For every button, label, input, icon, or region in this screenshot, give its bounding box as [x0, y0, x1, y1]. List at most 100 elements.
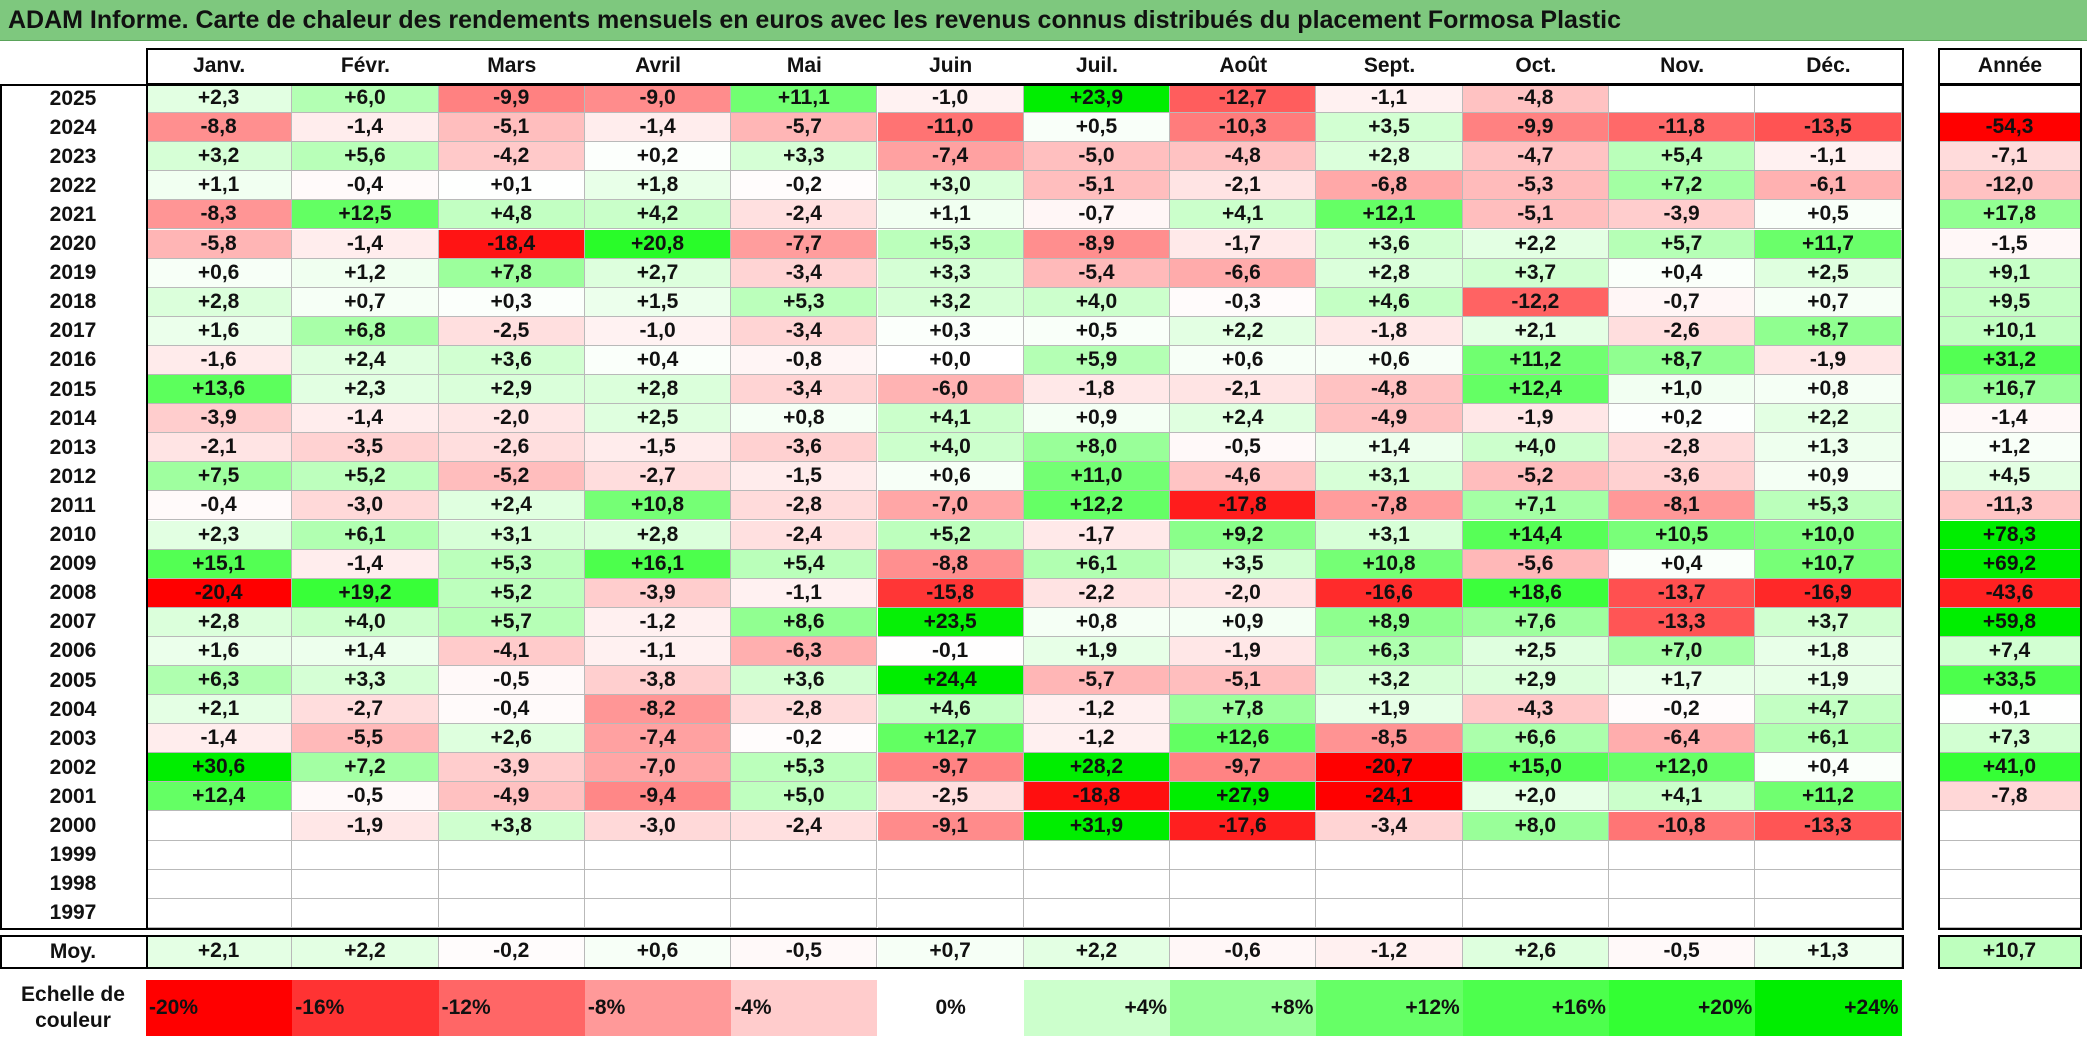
heatmap-cell: [292, 869, 439, 899]
heatmap-cell: +11,7: [1755, 229, 1902, 259]
heatmap-cell: +10,0: [1755, 520, 1902, 550]
heatmap-cell: +3,7: [1755, 607, 1902, 637]
heatmap-cell: +3,6: [438, 345, 585, 375]
annual-cell: [1938, 840, 2082, 870]
heatmap-cell: -0,4: [292, 171, 439, 201]
year-label: 2000: [49, 814, 97, 838]
heatmap-cell: +3,0: [877, 171, 1024, 201]
heatmap-cell: -3,0: [292, 491, 439, 521]
heatmap-cell: +8,0: [1462, 811, 1609, 841]
heatmap-cell: -6,4: [1609, 724, 1756, 754]
heatmap-cell: +0,6: [1170, 345, 1317, 375]
heatmap-cell: [731, 869, 878, 899]
heatmap-cell: -4,8: [1170, 142, 1317, 172]
heatmap-cell: [1609, 898, 1756, 928]
heatmap-cell: +10,8: [1316, 549, 1463, 579]
heatmap-cell: +2,8: [146, 287, 293, 317]
average-cell: +2,6: [1462, 935, 1609, 968]
heatmap-cell: [1755, 869, 1902, 899]
month-header: Janv.: [193, 54, 246, 77]
heatmap-cell: +2,1: [146, 695, 293, 725]
heatmap-cell: [146, 898, 293, 928]
annual-cell: [1938, 869, 2082, 899]
heatmap-cell: +8,7: [1609, 345, 1756, 375]
heatmap-cell: -2,1: [1170, 375, 1317, 405]
heatmap-cell: -5,1: [1170, 666, 1317, 696]
heatmap-cell: [584, 840, 732, 870]
heatmap-cell: +12,5: [292, 200, 439, 230]
heatmap-cell: -0,5: [438, 666, 585, 696]
heatmap-cell: -0,8: [731, 345, 878, 375]
heatmap-cell: -4,2: [438, 142, 585, 172]
heatmap-cell: +8,6: [731, 607, 878, 637]
heatmap-cell: +0,6: [146, 258, 293, 288]
heatmap-cell: +4,1: [1609, 782, 1756, 812]
heatmap-cell: +4,0: [292, 607, 439, 637]
heatmap-cell: -8,3: [146, 200, 293, 230]
average-cell: +2,1: [146, 935, 293, 968]
heatmap-cell: +0,8: [1755, 375, 1902, 405]
heatmap-cell: +2,8: [1316, 142, 1463, 172]
heatmap-cell: -5,1: [1462, 200, 1609, 230]
heatmap-cell: +0,9: [1023, 404, 1171, 434]
heatmap-cell: -3,9: [146, 404, 293, 434]
heatmap-cell: +4,1: [877, 404, 1024, 434]
heatmap-cell: +27,9: [1170, 782, 1317, 812]
heatmap-cell: -2,7: [292, 695, 439, 725]
heatmap-cell: +3,1: [1316, 462, 1463, 492]
heatmap-cell: [438, 840, 585, 870]
color-scale-label-line2: couleur: [35, 1009, 111, 1032]
heatmap-cell: -1,5: [731, 462, 878, 492]
annual-cell: [1938, 898, 2082, 928]
heatmap-cell: -1,6: [146, 345, 293, 375]
heatmap-cell: +4,0: [1023, 287, 1171, 317]
heatmap-cell: +4,1: [1170, 200, 1317, 230]
heatmap-cell: +24,4: [877, 666, 1024, 696]
heatmap-cell: [1316, 869, 1463, 899]
heatmap-cell: +19,2: [292, 578, 439, 608]
heatmap-cell: +2,4: [438, 491, 585, 521]
heatmap-cell: -1,1: [584, 636, 732, 666]
heatmap-cell: +2,4: [292, 345, 439, 375]
heatmap-cell: +0,2: [1609, 404, 1756, 434]
heatmap-cell: +7,8: [438, 258, 585, 288]
heatmap-cell: -1,2: [1023, 724, 1171, 754]
month-header: Oct.: [1515, 54, 1557, 77]
heatmap-cell: +15,0: [1462, 753, 1609, 783]
heatmap-cell: +5,0: [731, 782, 878, 812]
heatmap-cell: -2,4: [731, 520, 878, 550]
heatmap-cell: +5,7: [438, 607, 585, 637]
heatmap-cell: +1,0: [1609, 375, 1756, 405]
heatmap-cell: -0,3: [1170, 287, 1317, 317]
heatmap-cell: -2,8: [1609, 433, 1756, 463]
color-scale-swatch: +12%: [1316, 980, 1463, 1036]
heatmap-cell: -9,4: [584, 782, 732, 812]
heatmap-cell: -1,9: [1170, 636, 1317, 666]
heatmap-cell: +2,8: [1316, 258, 1463, 288]
heatmap-cell: -10,3: [1170, 113, 1317, 143]
heatmap-cell: +12,0: [1609, 753, 1756, 783]
heatmap-cell: +4,8: [438, 200, 585, 230]
heatmap-cell: +4,2: [584, 200, 732, 230]
heatmap-cell: +23,9: [1023, 84, 1171, 114]
heatmap-cell: -1,1: [1316, 84, 1463, 114]
heatmap-cell: -0,7: [1609, 287, 1756, 317]
heatmap-cell: -11,8: [1609, 113, 1756, 143]
heatmap-cell: -8,1: [1609, 491, 1756, 521]
heatmap-cell: -1,4: [292, 404, 439, 434]
heatmap-cell: -20,4: [146, 578, 293, 608]
heatmap-cell: -6,1: [1755, 171, 1902, 201]
heatmap-cell: -0,1: [877, 636, 1024, 666]
heatmap-cell: -1,4: [292, 549, 439, 579]
annual-cell: +33,5: [1938, 666, 2082, 696]
heatmap-cell: +6,1: [292, 520, 439, 550]
heatmap-cell: +8,9: [1316, 607, 1463, 637]
average-cell: +1,3: [1755, 935, 1902, 968]
heatmap-cell: +6,3: [1316, 636, 1463, 666]
heatmap-cell: +3,6: [731, 666, 878, 696]
heatmap-cell: +2,1: [1462, 316, 1609, 346]
heatmap-cell: -2,5: [438, 316, 585, 346]
heatmap-cell: +0,9: [1755, 462, 1902, 492]
heatmap-cell: [731, 840, 878, 870]
